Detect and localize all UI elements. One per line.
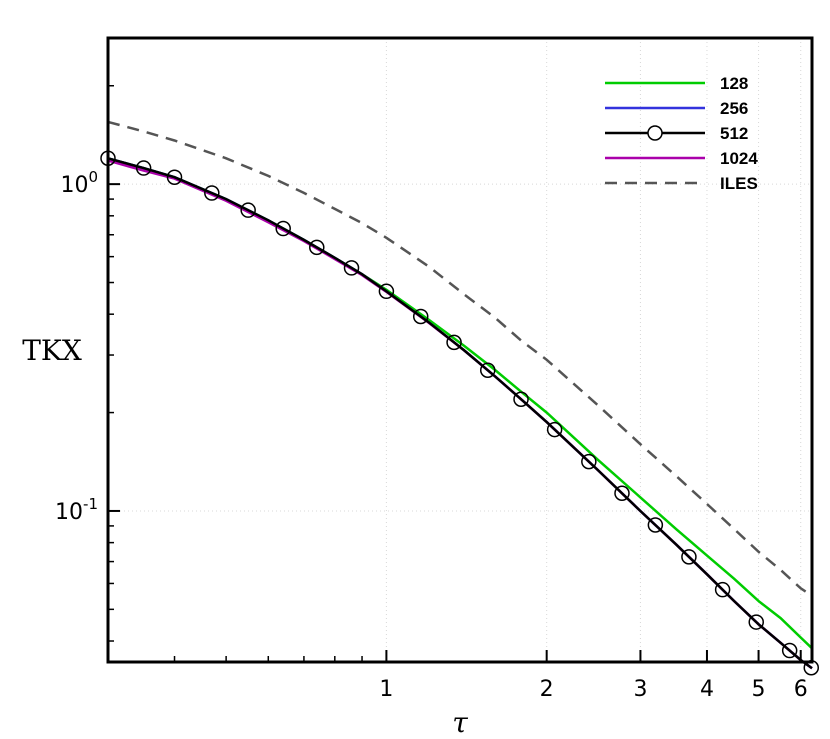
marker-512: [240, 202, 256, 218]
marker-512: [275, 220, 291, 237]
marker-512: [647, 517, 664, 533]
marker-512: [546, 421, 563, 438]
legend: 128 256 512 1024 ILES: [605, 74, 758, 193]
grid: [108, 38, 812, 662]
legend-label-ILES: ILES: [720, 174, 758, 193]
marker-512: [309, 239, 325, 256]
legend-label-256: 256: [720, 99, 748, 118]
series-line-256: [107, 157, 813, 670]
marker-512: [166, 169, 183, 185]
x-tick-label: 2: [540, 677, 554, 702]
ticks: [108, 85, 802, 662]
x-axis-label: τ: [452, 706, 468, 739]
y-tick-label: 100: [60, 168, 98, 198]
marker-512: [681, 549, 697, 565]
tick-labels: 1 2 3 4 5 6 100 10-1: [55, 168, 808, 702]
x-tick-label: 3: [633, 677, 647, 702]
y-tick-label: 10-1: [55, 495, 98, 525]
x-tick-label: 1: [379, 677, 393, 702]
series-line-1024: [107, 159, 813, 670]
series-line-ILES: [107, 120, 813, 597]
markers-512: [100, 150, 820, 676]
marker-512: [412, 308, 429, 325]
marker-512: [204, 185, 220, 201]
x-tick-label: 4: [700, 677, 714, 702]
plot-frame: [106, 36, 814, 664]
legend-label-1024: 1024: [720, 149, 758, 168]
marker-512: [748, 614, 764, 630]
x-tick-label: 5: [752, 677, 766, 702]
marker-512: [446, 334, 462, 351]
marker-512: [581, 453, 597, 470]
legend-label-512: 512: [720, 124, 748, 143]
x-tick-label: 6: [794, 677, 808, 702]
marker-512: [378, 283, 395, 300]
marker-512: [714, 581, 731, 598]
marker-512: [513, 391, 529, 407]
marker-512: [781, 642, 798, 659]
marker-512: [614, 485, 630, 501]
legend-marker-512: [647, 125, 663, 141]
marker-512: [343, 260, 360, 276]
marker-512: [479, 362, 496, 378]
series-group: [107, 120, 813, 670]
legend-label-128: 128: [720, 74, 748, 93]
y-axis-label: TKX: [22, 334, 82, 367]
series-line-512: [107, 157, 813, 670]
marker-512: [135, 160, 152, 176]
